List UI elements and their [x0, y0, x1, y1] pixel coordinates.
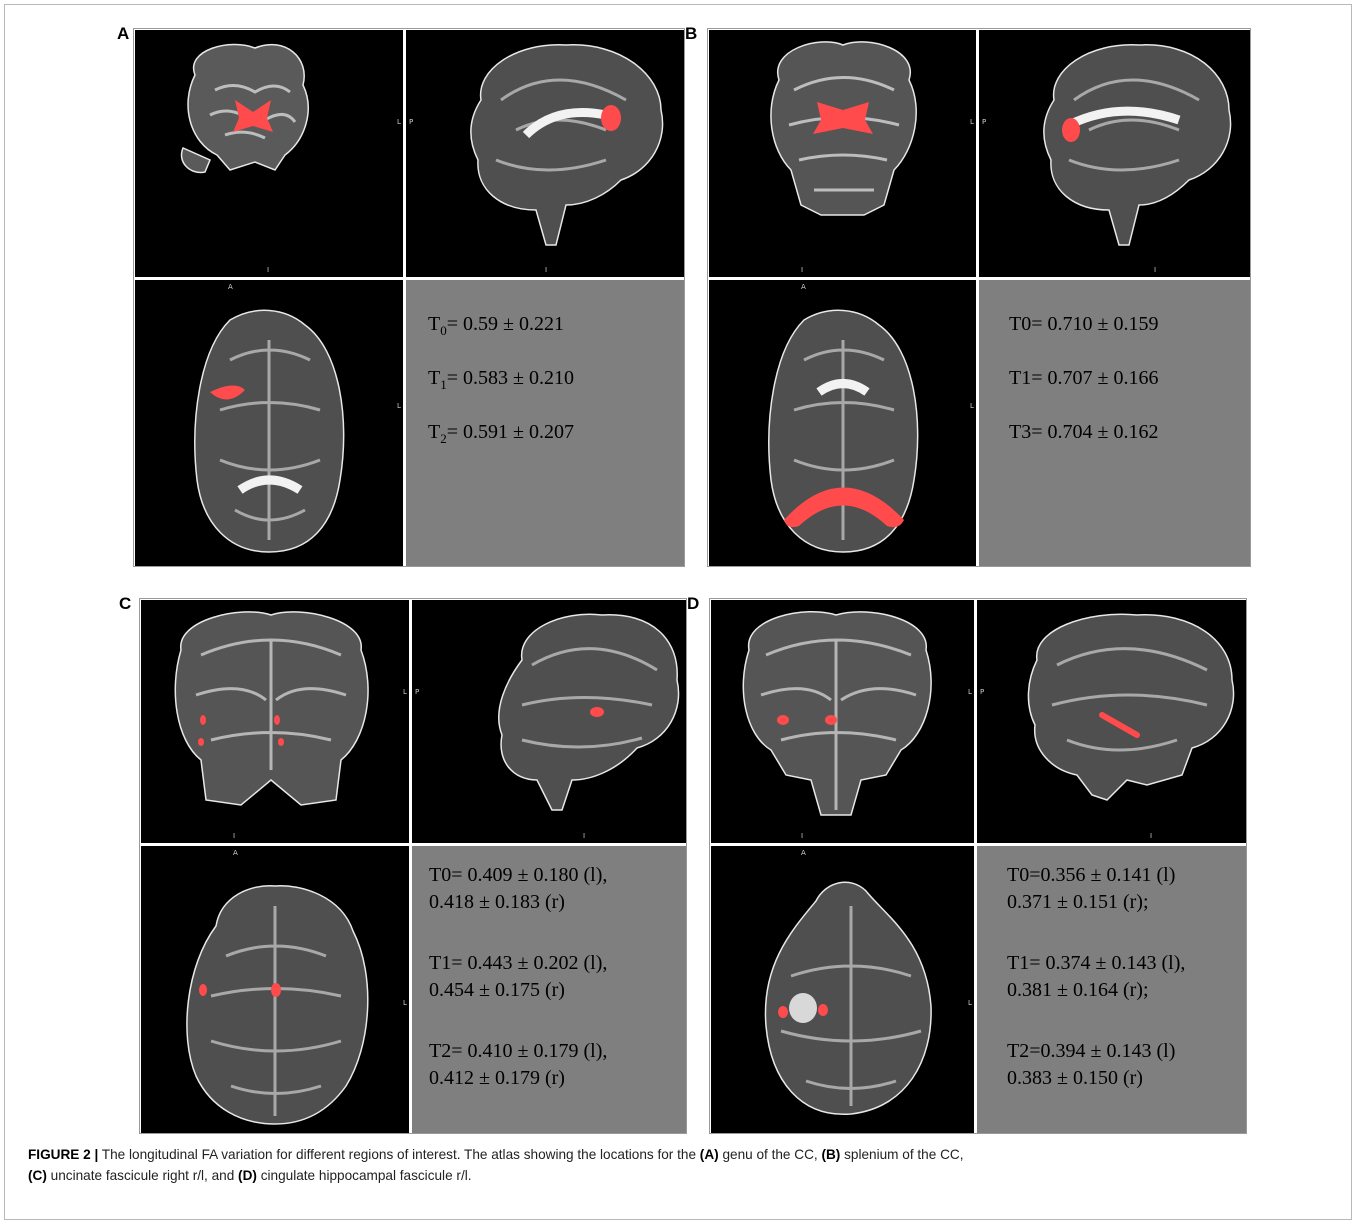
panel-c: L I P I A L T0= 0.409 ± 0.180 (l), 0.418…	[139, 598, 687, 1134]
orient-sagittal-left-d: P	[980, 688, 985, 696]
stat-b-t0: T0= 0.710 ± 0.159	[1009, 313, 1159, 335]
orient-axial-top-d: A	[801, 849, 806, 857]
stat-d-t2-r: 0.383 ± 0.150 (r)	[1007, 1067, 1143, 1089]
orient-axial-top-c: A	[233, 849, 238, 857]
orient-sagittal-left-b: P	[982, 118, 987, 126]
coronal-view-a: L I	[135, 30, 403, 277]
sagittal-view-b: P I	[979, 30, 1250, 277]
stats-box-d: T0=0.356 ± 0.141 (l) 0.371 ± 0.151 (r); …	[977, 846, 1246, 1133]
stat-d-t2-l: T2=0.394 ± 0.143 (l)	[1007, 1040, 1176, 1062]
orient-coronal-right-c: L	[403, 688, 407, 696]
orient-axial-right-b: L	[970, 402, 974, 410]
panel-label-c: C	[119, 594, 132, 613]
orient-coronal-bottom-a: I	[267, 266, 270, 274]
coronal-view-c: L I	[141, 600, 409, 843]
axial-view-a: A L	[135, 280, 403, 566]
orient-axial-right-d: L	[968, 999, 972, 1007]
panel-label-a: A	[117, 24, 130, 43]
orient-axial-right-a: L	[397, 402, 401, 410]
orient-coronal-right-d: L	[968, 688, 972, 696]
panel-b: L I P I A L T0= 0.710 ± 0.159 T1= 0.707 …	[707, 28, 1251, 567]
figure-label: FIGURE 2 |	[28, 1147, 99, 1162]
stat-c-t2-l: T2= 0.410 ± 0.179 (l),	[429, 1040, 608, 1062]
axial-view-b: A L	[709, 280, 976, 566]
panel-a: L I P I A L T0= 0.59 ± 0.221 T1= 0.583 ±…	[133, 28, 685, 567]
stat-c-t0-r: 0.418 ± 0.183 (r)	[429, 891, 565, 913]
stat-c-t2-r: 0.412 ± 0.179 (r)	[429, 1067, 565, 1089]
caption-ref-a: (A)	[699, 1147, 719, 1162]
stat-a-t1: T1= 0.583 ± 0.210	[428, 367, 574, 392]
orient-axial-right-c: L	[403, 999, 407, 1007]
orient-sagittal-bottom-c: I	[583, 832, 586, 840]
sagittal-view-a: P I	[406, 30, 684, 277]
stat-c-t0-l: T0= 0.409 ± 0.180 (l),	[429, 864, 608, 886]
stat-d-t1-l: T1= 0.374 ± 0.143 (l),	[1007, 952, 1186, 974]
coronal-view-d: L I	[711, 600, 974, 843]
stat-b-t1: T1= 0.707 ± 0.166	[1009, 367, 1159, 389]
orient-coronal-bottom-d: I	[801, 832, 804, 840]
stat-a-t2: T2= 0.591 ± 0.207	[428, 421, 574, 446]
stat-d-t0-l: T0=0.356 ± 0.141 (l)	[1007, 864, 1176, 886]
caption-ref-b: (B)	[821, 1147, 841, 1162]
stat-b-t3: T3= 0.704 ± 0.162	[1009, 421, 1159, 443]
panel-d: L I P I A L T0=0.356 ± 0.141 (l) 0.371 ±…	[709, 598, 1247, 1134]
orient-sagittal-left-a: P	[409, 118, 414, 126]
orient-axial-top-a: A	[228, 283, 233, 291]
stat-d-t0-r: 0.371 ± 0.151 (r);	[1007, 891, 1149, 913]
stat-c-t1-r: 0.454 ± 0.175 (r)	[429, 979, 565, 1001]
caption-ref-c: (C)	[28, 1168, 47, 1183]
orient-sagittal-bottom-b: I	[1154, 266, 1157, 274]
orient-coronal-right-b: L	[970, 118, 974, 126]
sagittal-view-c: P I	[412, 600, 686, 843]
coronal-view-b: L I	[709, 30, 976, 277]
axial-view-c: A L	[141, 846, 409, 1133]
orient-axial-top-b: A	[801, 283, 806, 291]
caption-ref-d: (D)	[238, 1168, 257, 1183]
orient-sagittal-bottom-a: I	[545, 266, 548, 274]
stats-box-a: T0= 0.59 ± 0.221 T1= 0.583 ± 0.210 T2= 0…	[406, 280, 684, 566]
orient-coronal-bottom-b: I	[801, 266, 804, 274]
orient-coronal-bottom-c: I	[233, 832, 236, 840]
orient-coronal-right-a: L	[397, 118, 401, 126]
axial-view-d: A L	[711, 846, 974, 1133]
figure-frame	[4, 4, 1352, 1220]
panel-label-d: D	[687, 594, 700, 613]
stat-a-t0: T0= 0.59 ± 0.221	[428, 313, 564, 338]
stats-box-b: T0= 0.710 ± 0.159 T1= 0.707 ± 0.166 T3= …	[979, 280, 1250, 566]
sagittal-view-d: P I	[977, 600, 1246, 843]
orient-sagittal-left-c: P	[415, 688, 420, 696]
panel-label-b: B	[685, 24, 698, 43]
orient-sagittal-bottom-d: I	[1150, 832, 1153, 840]
stat-d-t1-r: 0.381 ± 0.164 (r);	[1007, 979, 1149, 1001]
stat-c-t1-l: T1= 0.443 ± 0.202 (l),	[429, 952, 608, 974]
figure-caption: FIGURE 2 | The longitudinal FA variation…	[28, 1147, 964, 1183]
stats-box-c: T0= 0.409 ± 0.180 (l), 0.418 ± 0.183 (r)…	[412, 846, 686, 1133]
